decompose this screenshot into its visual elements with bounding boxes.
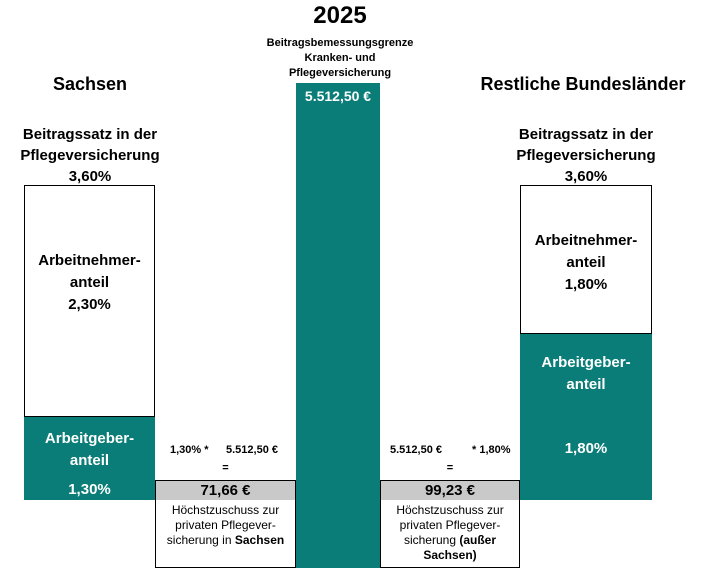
rest-rate-label-line1: Beitragssatz in der <box>518 126 654 143</box>
bbg-label-line3: Pflegeversicherung <box>288 67 392 79</box>
sachsen-employee-line1: Arbeitnehmer- <box>38 252 141 269</box>
rest-employer-box <box>520 334 652 500</box>
rest-employer-line2: anteil <box>566 376 606 393</box>
sachsen-employer-line1: Arbeitgeber- <box>44 430 135 447</box>
sachsen-calc-rate: 1,30% * <box>170 444 209 456</box>
sachsen-employee-label: Arbeitnehmer- anteil 2,30% <box>24 250 155 316</box>
sachsen-rate-label-line1: Beitragssatz in der <box>22 126 158 143</box>
sachsen-employer-line2: anteil <box>69 452 110 469</box>
year-title: 2025 <box>313 2 367 29</box>
bbg-bar <box>296 83 380 568</box>
bbg-label: Beitragsbemessungsgrenze Kranken- und Pf… <box>230 36 450 81</box>
rest-result: 99,23 € <box>424 482 476 499</box>
rest-employee-rate: 1,80% <box>564 276 608 293</box>
bbg-label-line2: Kranken- und <box>304 52 376 64</box>
sachsen-employer-label: Arbeitgeber- anteil <box>24 428 155 472</box>
sachsen-employee-box <box>24 185 155 417</box>
rest-note-box <box>380 500 520 568</box>
sachsen-note-line3-text: sicherung in <box>166 533 232 547</box>
rest-employer-line1: Arbeitgeber- <box>541 354 631 371</box>
sachsen-title: Sachsen <box>52 74 128 94</box>
rest-note-line3-text: sicherung <box>403 533 456 547</box>
rest-employer-label: Arbeitgeber- anteil <box>520 352 652 396</box>
sachsen-note-line3: sicherung in Sachsen <box>155 533 296 548</box>
sachsen-calc-base: 5.512,50 € <box>226 444 278 456</box>
sachsen-note-bold: Sachsen <box>234 533 285 547</box>
rest-rate: 3,60% <box>564 168 608 185</box>
rest-calc-rate: * 1,80% <box>472 444 511 456</box>
sachsen-employee-rate: 2,30% <box>68 296 111 313</box>
rest-rate-label: Beitragssatz in der Pflegeversicherung 3… <box>496 124 676 187</box>
bbg-label-line1: Beitragsbemessungsgrenze <box>266 37 414 49</box>
rest-title: Restliche Bundesländer <box>480 74 686 94</box>
rest-employer-rate: 1,80% <box>564 440 608 457</box>
sachsen-note-line1: Höchstzuschuss zur <box>171 503 280 517</box>
rest-calc-base: 5.512,50 € <box>390 444 442 456</box>
sachsen-rate-label-line2: Pflegeversicherung <box>20 147 160 164</box>
rest-equals: = <box>446 462 454 474</box>
sachsen-rate: 3,60% <box>68 168 112 185</box>
rest-employee-line1: Arbeitnehmer- <box>534 232 638 249</box>
rest-rate-label-line2: Pflegeversicherung <box>516 147 656 164</box>
sachsen-employee-line2: anteil <box>69 274 110 291</box>
sachsen-equals: = <box>222 462 229 474</box>
sachsen-employer-rate: 1,30% <box>68 481 111 498</box>
rest-note-line3: sicherung (außer <box>380 533 520 548</box>
sachsen-result: 71,66 € <box>200 482 251 499</box>
rest-note-bold-1: (außer <box>459 533 497 547</box>
rest-employee-line2: anteil <box>566 254 606 271</box>
bbg-value: 5.512,50 € <box>304 88 372 104</box>
sachsen-rate-label: Beitragssatz in der Pflegeversicherung 3… <box>0 124 180 187</box>
sachsen-note-line2: privaten Pflegever- <box>175 518 276 532</box>
rest-note-line1: Höchstzuschuss zur <box>396 503 504 517</box>
sachsen-employer-box <box>24 417 155 500</box>
sachsen-note-box <box>155 500 296 568</box>
sachsen-note: Höchstzuschuss zur privaten Pflegever- s… <box>155 503 296 548</box>
rest-note: Höchstzuschuss zur privaten Pflegever- s… <box>380 503 520 563</box>
rest-note-line2: privaten Pflegever- <box>399 518 501 532</box>
rest-note-bold-2: Sachsen) <box>423 548 477 562</box>
rest-employee-label: Arbeitnehmer- anteil 1,80% <box>520 230 652 296</box>
rest-employee-box <box>520 185 652 334</box>
